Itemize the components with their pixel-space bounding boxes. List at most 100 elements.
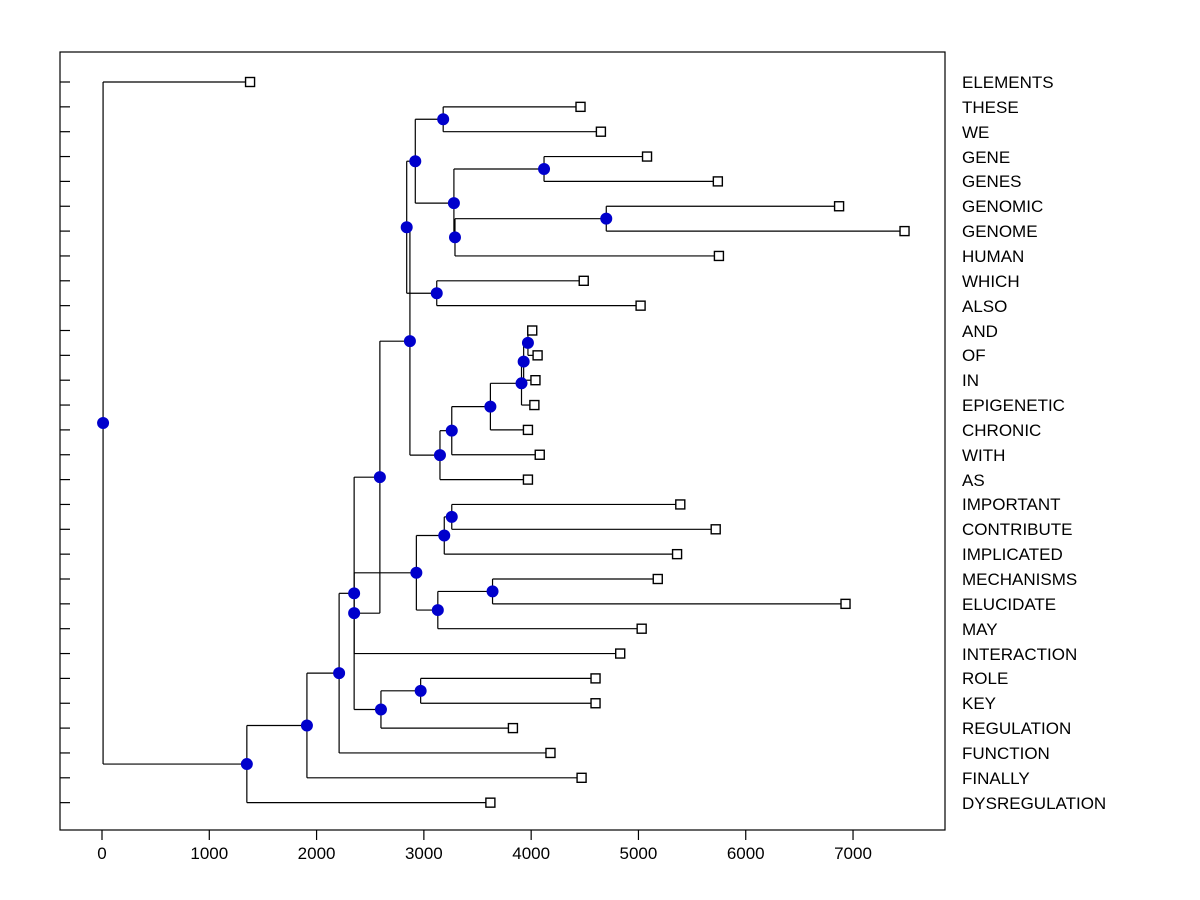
leaf-marker bbox=[534, 449, 545, 460]
leaf-marker bbox=[545, 747, 556, 759]
leaf-marker bbox=[615, 648, 626, 659]
internal-node-marker bbox=[600, 212, 613, 225]
leaf-marker bbox=[527, 325, 538, 336]
leaf-label: THESE bbox=[962, 97, 1019, 117]
leaf-marker bbox=[575, 101, 586, 113]
leaf-label: CONTRIBUTE bbox=[962, 520, 1073, 540]
leaf-label: GENES bbox=[962, 172, 1022, 192]
leaf-label: ELEMENTS bbox=[962, 73, 1054, 92]
internal-node-marker bbox=[374, 703, 387, 716]
leaf-markers bbox=[244, 76, 910, 808]
leaf-label: WITH bbox=[962, 445, 1006, 465]
internal-node-marker bbox=[97, 417, 110, 430]
internal-node-marker bbox=[373, 471, 386, 484]
leaf-marker bbox=[530, 375, 541, 386]
leaf-marker bbox=[671, 548, 683, 560]
leaf-label: IMPORTANT bbox=[962, 495, 1061, 515]
leaf-marker bbox=[590, 673, 601, 684]
leaf-marker bbox=[244, 76, 256, 88]
leaf-marker bbox=[712, 176, 724, 187]
leaf-marker bbox=[635, 300, 646, 311]
leaf-marker bbox=[590, 698, 601, 709]
x-tick-label: 6000 bbox=[726, 844, 765, 863]
internal-node-marker bbox=[333, 667, 346, 680]
leaf-marker bbox=[833, 201, 845, 212]
internal-node-marker bbox=[400, 221, 413, 234]
leaf-marker bbox=[675, 499, 686, 510]
x-axis-ticks bbox=[101, 830, 854, 840]
internal-node-marker bbox=[538, 162, 551, 175]
leaf-marker bbox=[840, 598, 851, 610]
leaf-marker bbox=[532, 350, 543, 361]
internal-node-marker bbox=[300, 719, 313, 732]
leaf-label: ALSO bbox=[962, 296, 1008, 316]
leaf-label: GENOMIC bbox=[962, 197, 1044, 217]
leaf-marker bbox=[595, 126, 607, 137]
leaf-marker bbox=[636, 623, 647, 634]
leaf-label: FUNCTION bbox=[962, 743, 1050, 763]
x-tick-label: 0 bbox=[97, 844, 107, 863]
x-tick-label: 7000 bbox=[834, 844, 872, 863]
leaf-label: AS bbox=[962, 470, 985, 490]
leaf-label: ROLE bbox=[962, 669, 1009, 689]
internal-node-marker bbox=[437, 113, 450, 126]
leaf-label: GENE bbox=[962, 147, 1011, 167]
leaf-label: HUMAN bbox=[962, 246, 1025, 266]
leaf-label: AND bbox=[962, 321, 998, 341]
leaf-marker bbox=[641, 151, 653, 162]
leaf-label: EPIGENETIC bbox=[962, 396, 1065, 416]
internal-node-marker bbox=[430, 287, 443, 300]
leaf-marker bbox=[522, 474, 534, 485]
internal-node-marker bbox=[431, 604, 444, 617]
x-tick-label: 4000 bbox=[512, 844, 551, 863]
leaf-label: KEY bbox=[962, 694, 997, 714]
internal-node-marker bbox=[445, 424, 458, 437]
internal-node-marker bbox=[433, 449, 446, 462]
internal-node-marker bbox=[448, 231, 461, 244]
x-tick-label: 3000 bbox=[404, 844, 443, 863]
leaf-marker bbox=[899, 225, 910, 237]
leaf-label: WHICH bbox=[962, 271, 1020, 291]
leaf-marker bbox=[507, 722, 519, 734]
leaf-marker bbox=[576, 772, 587, 783]
internal-node-marker bbox=[521, 336, 534, 349]
leaf-label: GENOME bbox=[962, 222, 1038, 242]
leaf-marker bbox=[522, 424, 534, 436]
internal-node-marker bbox=[484, 400, 497, 413]
x-tick-label: 5000 bbox=[619, 844, 658, 863]
internal-node-marker bbox=[447, 197, 460, 210]
leaf-label: MECHANISMS bbox=[962, 570, 1078, 589]
leaf-marker bbox=[485, 797, 496, 808]
leaf-label: MAY bbox=[962, 619, 998, 639]
internal-node-marker bbox=[515, 377, 528, 390]
leaf-label: FINALLY bbox=[962, 768, 1030, 788]
internal-node-marker bbox=[414, 684, 427, 697]
internal-node-marker bbox=[409, 155, 422, 168]
internal-node-marker bbox=[410, 566, 423, 579]
leaf-label: IN bbox=[962, 371, 979, 391]
leaf-label: REGULATION bbox=[962, 719, 1072, 739]
y-axis-ticks bbox=[60, 81, 70, 804]
internal-node-marker bbox=[403, 335, 416, 348]
x-tick-label: 1000 bbox=[190, 844, 229, 863]
internal-node-marker bbox=[517, 355, 530, 368]
internal-node-marker bbox=[348, 607, 361, 620]
x-tick-label: 2000 bbox=[297, 844, 336, 863]
leaf-label: DYSREGULATION bbox=[962, 793, 1107, 813]
leaf-marker bbox=[713, 250, 725, 262]
leaf-marker bbox=[710, 524, 721, 535]
internal-node-marker bbox=[240, 758, 253, 771]
leaf-label: INTERACTION bbox=[962, 644, 1078, 664]
leaf-label: IMPLICATED bbox=[962, 545, 1063, 565]
internal-node-markers bbox=[97, 113, 613, 771]
leaf-marker bbox=[578, 275, 589, 286]
leaf-label: WE bbox=[962, 122, 990, 142]
internal-node-marker bbox=[438, 529, 451, 542]
leaf-marker bbox=[652, 573, 663, 585]
leaf-marker bbox=[529, 399, 540, 411]
internal-node-marker bbox=[348, 587, 361, 600]
tree-links bbox=[102, 81, 905, 804]
leaf-label: CHRONIC bbox=[962, 420, 1042, 440]
